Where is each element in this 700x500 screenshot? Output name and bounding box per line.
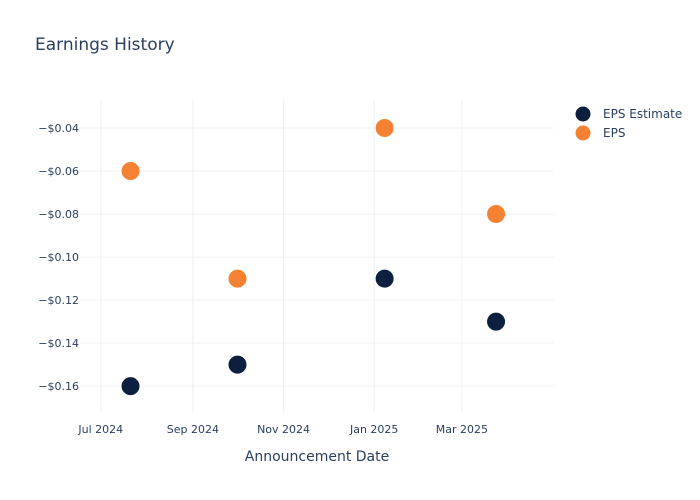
legend-item[interactable]: EPS Estimate [574, 105, 682, 123]
legend-marker [574, 124, 592, 142]
data-points [120, 117, 507, 397]
legend-marker [574, 105, 592, 123]
grid-lines [80, 100, 554, 412]
x-tick-label: Mar 2025 [436, 423, 488, 436]
y-tick-label: −$0.14 [38, 337, 79, 350]
y-axis-ticks: −$0.04 −$0.06 −$0.08 −$0.10 −$0.12 −$0.14 −$0.… [38, 122, 79, 393]
y-tick-label: −$0.10 [38, 251, 79, 264]
x-axis-title: Announcement Date [245, 449, 389, 465]
x-tick-label: Sep 2024 [167, 423, 219, 436]
series-eps-estimate [120, 268, 507, 397]
x-tick-label: Jul 2024 [77, 423, 123, 436]
y-tick-label: −$0.08 [38, 208, 79, 221]
x-tick-label: Jan 2025 [349, 423, 398, 436]
legend-label: EPS [603, 126, 625, 140]
x-axis-ticks: Jul 2024 Sep 2024 Nov 2024 Jan 2025 Mar 2025 [77, 423, 488, 436]
legend-item[interactable]: EPS [574, 124, 625, 142]
y-tick-label: −$0.04 [38, 122, 79, 135]
data-point[interactable] [120, 161, 141, 182]
chart-title: Earnings History [35, 35, 175, 55]
data-point[interactable] [486, 311, 507, 332]
data-point[interactable] [227, 354, 248, 375]
data-point[interactable] [374, 268, 395, 289]
data-point[interactable] [486, 204, 507, 225]
y-tick-label: −$0.16 [38, 380, 79, 393]
legend: EPS Estimate EPS [574, 105, 682, 142]
series-eps [120, 117, 507, 289]
y-tick-label: −$0.12 [38, 294, 79, 307]
data-point[interactable] [120, 376, 141, 397]
x-tick-label: Nov 2024 [257, 423, 310, 436]
legend-label: EPS Estimate [603, 107, 682, 121]
y-tick-label: −$0.06 [38, 165, 79, 178]
data-point[interactable] [227, 268, 248, 289]
data-point[interactable] [374, 117, 395, 138]
